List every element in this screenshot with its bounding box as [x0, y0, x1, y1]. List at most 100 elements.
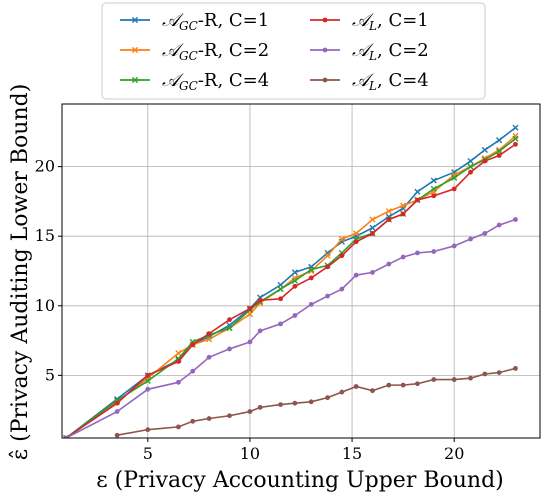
x-tick-label: 20 — [444, 444, 464, 463]
data-point — [324, 252, 331, 259]
data-point — [176, 424, 181, 430]
data-point — [386, 217, 392, 222]
legend-entry: 𝒜GC-R, C=1 — [120, 10, 269, 33]
legend-marker — [131, 76, 139, 84]
legend-entry: 𝒜L, C=4 — [310, 70, 429, 93]
data-point — [227, 413, 232, 419]
legend-label: 𝒜GC-R, C=2 — [162, 40, 269, 63]
series-4 — [63, 141, 518, 438]
data-point — [482, 231, 488, 236]
data-point — [247, 409, 253, 414]
data-point — [496, 222, 502, 228]
data-point — [400, 211, 406, 217]
data-point — [175, 350, 182, 357]
data-point — [386, 382, 392, 388]
data-point — [176, 359, 181, 364]
data-point — [278, 402, 283, 407]
legend-marker — [322, 47, 328, 53]
legend: 𝒜GC-R, C=1 𝒜GC-R, C=2 𝒜GC-R, C=4 𝒜L, C=1 𝒜L,… — [101, 2, 486, 100]
data-point — [451, 174, 458, 181]
data-point — [496, 137, 503, 144]
data-point — [386, 261, 392, 267]
data-point — [257, 297, 263, 303]
data-point — [414, 188, 421, 195]
data-point — [325, 264, 330, 270]
data-point — [415, 250, 420, 256]
series-layer — [62, 124, 519, 438]
data-point — [114, 409, 120, 414]
data-point — [513, 366, 518, 371]
data-point — [430, 185, 437, 192]
data-point — [370, 231, 375, 236]
data-point — [451, 243, 457, 249]
data-point — [400, 382, 406, 388]
data-point — [145, 372, 151, 378]
data-point — [415, 197, 420, 203]
data-point — [467, 163, 474, 170]
series-line — [117, 367, 516, 437]
data-point — [176, 379, 181, 385]
data-point — [482, 371, 488, 377]
legend-label: 𝒜GC-R, C=4 — [162, 70, 269, 93]
legend-box — [101, 2, 486, 100]
legend-marker — [131, 46, 139, 54]
data-point — [353, 230, 360, 237]
data-point — [451, 186, 457, 192]
legend-entry: 𝒜L, C=1 — [310, 10, 429, 33]
data-point — [369, 216, 376, 223]
legend-marker — [322, 77, 328, 83]
data-point — [512, 124, 519, 131]
data-point — [190, 368, 196, 374]
data-point — [482, 158, 488, 164]
data-point — [292, 400, 298, 406]
data-point — [339, 253, 345, 259]
data-point — [114, 400, 120, 406]
data-point — [277, 285, 284, 293]
x-tick-label: 15 — [342, 444, 362, 463]
data-point — [353, 384, 359, 389]
series-3 — [62, 135, 519, 438]
data-point — [144, 377, 151, 385]
legend-label: 𝒜L, C=2 — [352, 40, 429, 63]
data-point — [468, 169, 473, 175]
data-point — [370, 269, 375, 275]
y-tick-label: 20 — [35, 157, 55, 176]
data-point — [257, 328, 263, 334]
x-tick-label: 5 — [143, 444, 153, 463]
data-point — [206, 354, 212, 360]
data-point — [451, 377, 457, 382]
data-point — [227, 317, 232, 323]
data-point — [468, 236, 473, 242]
y-axis-title: ε̂ (Privacy Auditing Lower Bound) — [8, 84, 33, 461]
data-point — [431, 377, 437, 382]
x-axis-title: ε (Privacy Accounting Upper Bound) — [96, 468, 504, 493]
data-point — [415, 381, 420, 387]
data-point — [145, 427, 151, 433]
axis-ticks: 5 10 15 20 5 10 15 20 — [35, 157, 465, 463]
data-point — [338, 235, 345, 243]
series-5 — [63, 217, 518, 438]
legend-label: 𝒜GC-R, C=1 — [162, 10, 269, 33]
data-point — [513, 217, 518, 222]
x-tick-label: 10 — [240, 444, 260, 463]
data-point — [385, 208, 392, 215]
data-point — [369, 224, 376, 231]
data-point — [496, 148, 503, 155]
data-point — [512, 135, 519, 142]
data-point — [206, 416, 212, 421]
data-point — [339, 389, 345, 395]
data-point — [292, 283, 298, 289]
series-6 — [114, 366, 518, 438]
series-line — [65, 138, 516, 438]
data-point — [325, 293, 330, 299]
data-point — [291, 269, 298, 276]
data-point — [431, 193, 437, 199]
series-line — [65, 143, 516, 438]
data-point — [400, 202, 407, 209]
y-tick-label: 10 — [35, 296, 55, 315]
data-point — [145, 386, 151, 392]
y-tick-label: 5 — [45, 365, 55, 384]
data-point — [247, 339, 253, 345]
legend-entry: 𝒜GC-R, C=2 — [120, 40, 269, 63]
